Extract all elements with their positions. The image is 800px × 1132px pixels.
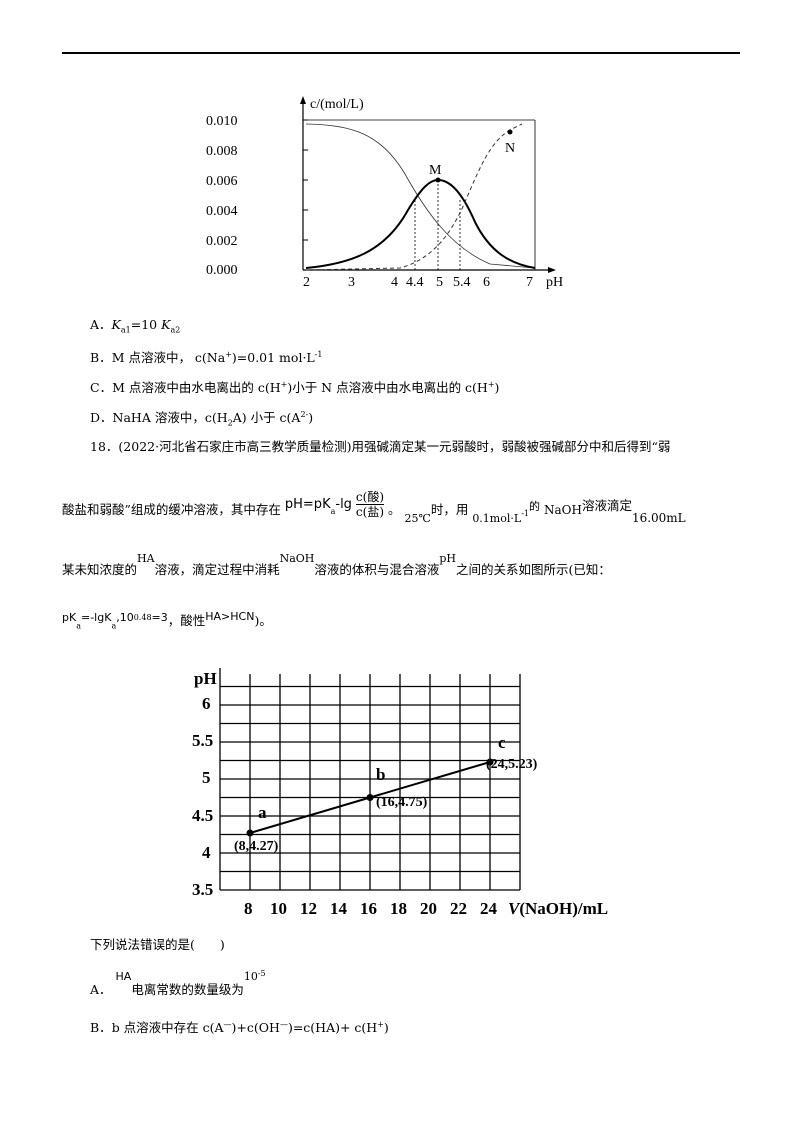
curve-h2a [305,123,536,269]
xtick-22: 22 [450,899,467,918]
xtick-20: 20 [420,899,437,918]
xlabel-v: V(NaOH)/mL [508,899,608,918]
ytick-4.5: 4.5 [192,806,213,825]
y-arrow [300,96,306,104]
q18-line4: pKa=-lgKa,100.48=3，酸性HA>HCN)。 [62,610,272,631]
xtick-5: 5 [436,275,443,290]
label-M: M [429,163,442,178]
xtick-24: 24 [480,899,498,918]
ytick-6: 6 [202,694,211,713]
species-distribution-chart: c/(mol/L) 0.010 0.008 0.006 0.004 0.002 … [206,96,563,290]
option-17a: A．Ka1=10 Ka2 [90,317,181,335]
q18-line1: 18．(2022·河北省石家庄市高三教学质量检测)用强碱滴定某一元弱酸时，弱酸被… [90,439,671,454]
xtick-4: 4 [391,275,398,290]
option-17c: C．M 点溶液中由水电离出的 c(H+)小于 N 点溶液中由水电离出的 c(H+… [90,380,500,396]
xtick-3: 3 [348,275,355,290]
q18-line3: 某未知浓度的HA溶液，滴定过程中消耗NaOH溶液的体积与混合溶液pH之间的关系如… [62,552,611,577]
point-label-a: a [258,803,267,822]
point-label-b: b [376,765,385,784]
ytick-1: 0.008 [206,144,238,159]
xlabel-ph: pH [546,275,563,290]
ytick-2: 0.006 [206,174,238,189]
ytick-5: 0.000 [206,263,238,278]
xtick-14: 14 [330,899,348,918]
point-N [507,129,513,135]
q18-stem: 下列说法错误的是( ) [90,937,225,952]
point-coord-a: (8,4.27) [234,839,279,854]
option-18a: A． HA电离常数的数量级为10-5 [90,969,266,997]
xtick-18: 18 [390,899,407,918]
titration-ph-chart: pH 6 5.5 5 4.5 4 3.5 8 10 12 14 16 18 20… [192,668,608,918]
curve-ha [305,178,536,269]
xtick-5.4: 5.4 [453,275,471,290]
xtick-6: 6 [483,275,490,290]
ytick-0: 0.010 [206,114,238,129]
x-arrow [548,267,556,273]
xtick-8: 8 [244,899,253,918]
fraction: c(酸) c(盐) [355,490,385,519]
point-coord-c: (24,5.23) [486,757,538,772]
curve-a2 [305,123,523,271]
data-point-a [246,829,254,837]
ylabel-c1: c/(mol/L) [310,97,364,112]
ytick-5.5: 5.5 [192,731,213,750]
data-point-b [366,794,374,801]
ytick-3.5: 3.5 [192,880,213,899]
option-18b: B．b 点溶液中存在 c(A—)+c(OH—)=c(HA)+ c(H+) [90,1020,389,1036]
xtick-10: 10 [270,899,287,918]
ytick-4: 0.002 [206,234,238,249]
xtick-7: 7 [526,275,533,290]
xtick-2: 2 [303,275,310,290]
label-N: N [505,141,515,156]
xtick-12: 12 [300,899,317,918]
option-17b: B．M 点溶液中， c(Na+)=0.01 mol·L-1 [90,350,323,366]
ytick-4: 4 [202,843,211,862]
option-17d: D．NaHA 溶液中，c(H2A) 小于 c(A2-) [90,410,314,428]
ytick-5: 5 [202,768,211,787]
point-label-c: c [498,733,506,752]
ylabel-ph: pH [194,669,217,688]
q18-line2: 酸盐和弱酸”组成的缓冲溶液，其中存在 pH=pKa-lg c(酸) c(盐) 。… [62,490,686,525]
xtick-4.4: 4.4 [406,275,424,290]
ytick-3: 0.004 [206,204,238,219]
point-coord-b: (16,4.75) [376,795,428,810]
header-rule [62,52,740,54]
xtick-16: 16 [360,899,377,918]
data-point-c [486,758,494,766]
